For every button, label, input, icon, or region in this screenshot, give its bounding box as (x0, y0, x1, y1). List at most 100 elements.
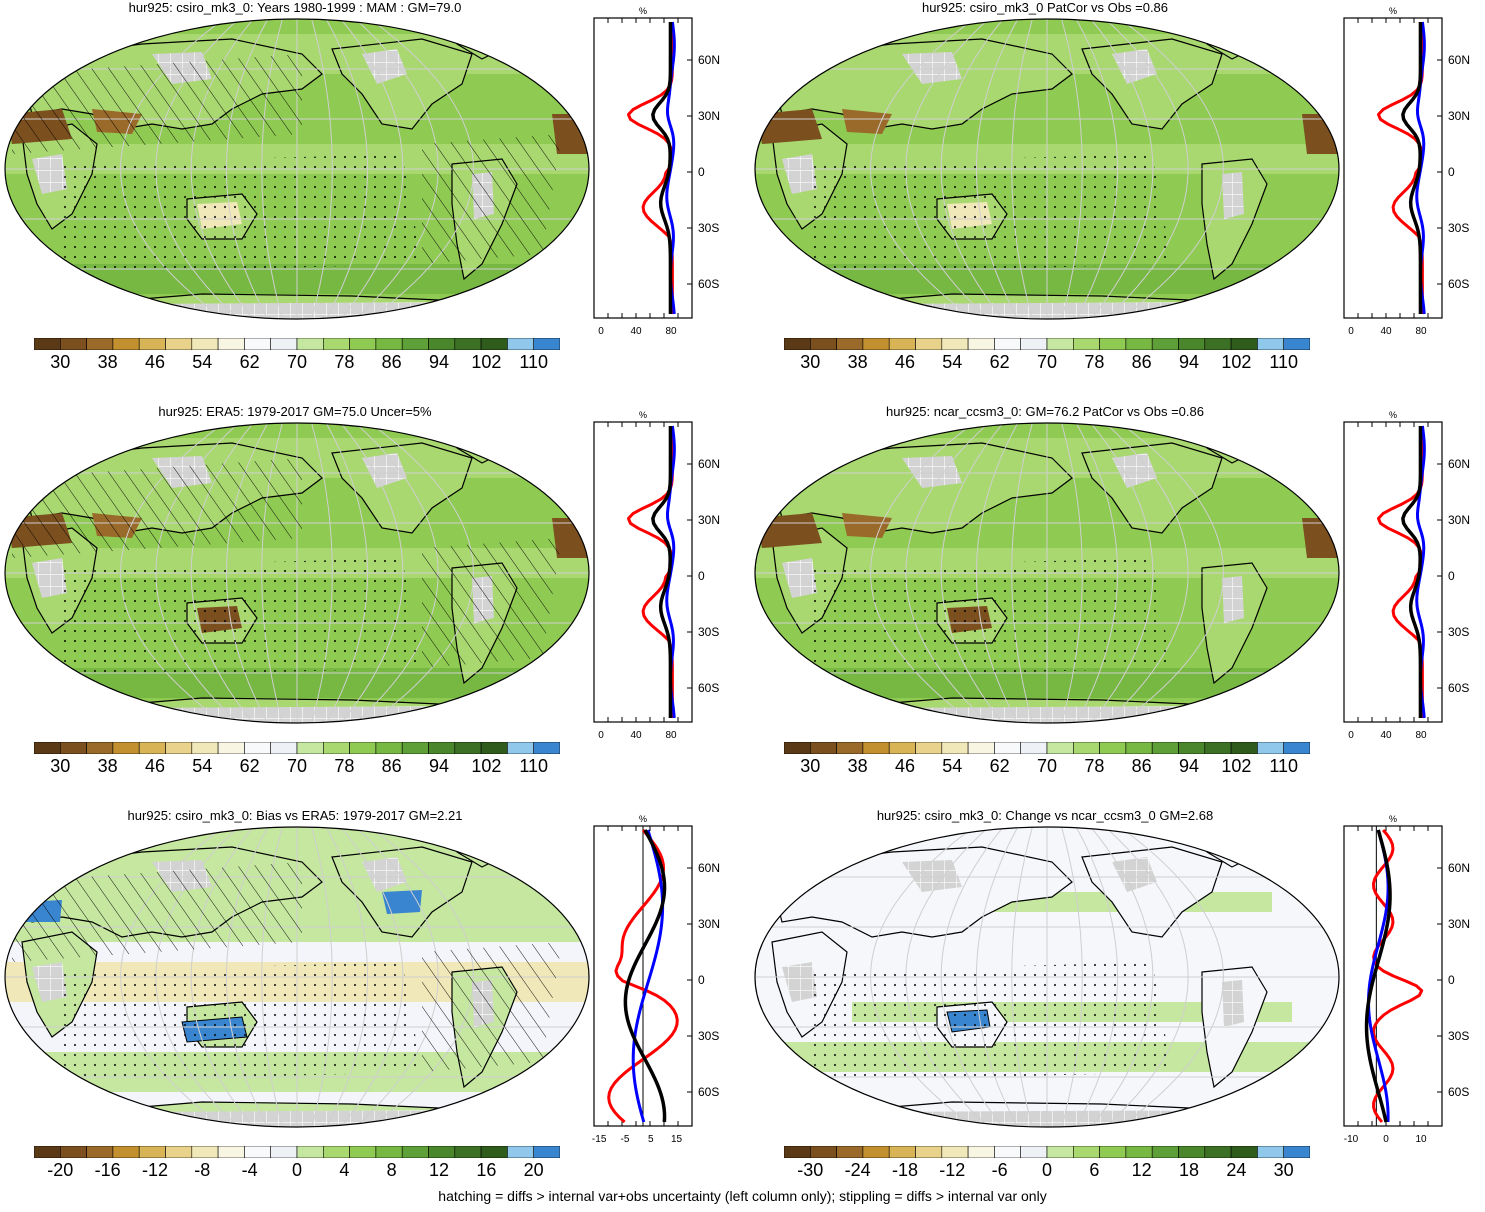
profile-lat-label: 0 (698, 973, 705, 987)
profile-line-model (1371, 829, 1424, 1123)
colorbar-label: 46 (894, 352, 915, 372)
colorbar-label: 62 (239, 352, 260, 372)
colorbar-label: -30 (797, 1160, 824, 1180)
colorbar-swatch (507, 742, 534, 754)
colorbar-label: 102 (1221, 756, 1252, 776)
colorbar-swatch (138, 1146, 166, 1158)
colorbar-swatch (217, 338, 245, 350)
colorbar-swatch (507, 338, 534, 350)
colorbar-swatch (244, 742, 271, 754)
profile-lat-label: 30N (698, 513, 720, 527)
colorbar-swatch (349, 1146, 377, 1158)
masked-land (362, 49, 407, 84)
masked-land (1222, 980, 1244, 1027)
map-boundary (4, 826, 590, 1128)
profile-lat-label: 30S (698, 221, 719, 235)
profile-lat-label: 30S (1448, 221, 1469, 235)
profile-unit: % (1389, 410, 1397, 420)
profile-line-mean (1364, 829, 1392, 1123)
colorbar-label: 24 (1226, 1160, 1247, 1180)
colorbar-swatch (1099, 338, 1127, 350)
colorbar-swatch (862, 338, 890, 350)
colorbar-swatch (217, 742, 245, 754)
masked-land (32, 154, 67, 194)
colorbar-swatch (1020, 742, 1048, 754)
colorbar-swatch (59, 742, 87, 754)
profile-xtick: 5 (648, 1134, 654, 1145)
colorbar-swatch (296, 1146, 324, 1158)
profile-lat-label: 30N (1448, 513, 1470, 527)
colorbar-swatch (1020, 338, 1048, 350)
colorbar-swatch (1072, 338, 1100, 350)
colorbar-swatch (270, 338, 298, 350)
colorbar-label: 70 (1036, 756, 1058, 776)
graticule-line (1105, 19, 1189, 319)
colorbar-swatch (994, 1146, 1021, 1158)
masked-land (902, 52, 962, 84)
colorbar-swatch (533, 338, 560, 350)
profile-lat-label: 60N (698, 457, 720, 471)
colorbar-swatch (1099, 742, 1127, 754)
profile-xtick: 0 (598, 730, 604, 741)
masked-land (362, 857, 407, 892)
colorbar-swatch (941, 1146, 969, 1158)
colorbar-swatch (428, 338, 456, 350)
colorbar-swatch (34, 1146, 61, 1158)
colorbar-label: 46 (894, 756, 915, 776)
colorbar-swatch (375, 338, 403, 350)
colorbar-swatch (1257, 338, 1284, 350)
colorbar-swatch (1072, 1146, 1100, 1158)
profile-line-mean (1401, 22, 1423, 314)
colorbar-swatch (138, 338, 166, 350)
colorbar-swatch (967, 1146, 995, 1158)
profile-xtick: 40 (1380, 326, 1392, 337)
profile-lat-label: 60N (1448, 53, 1470, 67)
colorbar-swatch (59, 338, 87, 350)
masked-land (1222, 172, 1244, 219)
colorbar-label: 94 (1179, 756, 1200, 776)
colorbar-swatch (809, 1146, 837, 1158)
colorbar-swatch (165, 1146, 193, 1158)
colorbar-swatch (1230, 742, 1258, 754)
profile-lat-label: 60N (1448, 861, 1470, 875)
colorbar-abs-4 (784, 742, 1310, 754)
colorbar-swatch (994, 742, 1021, 754)
colorbar-label: 38 (97, 756, 118, 776)
colorbar-swatch (784, 1146, 811, 1158)
colorbar-swatch (784, 742, 811, 754)
colorbar-swatch (401, 742, 429, 754)
colorbar-swatch (809, 742, 837, 754)
profile-line-obs (631, 829, 665, 1123)
colorbar-label: -4 (241, 1160, 258, 1180)
colorbar-label: 54 (192, 756, 213, 776)
colorbar-label: 54 (942, 756, 963, 776)
colorbar-swatch (836, 1146, 864, 1158)
masked-land (1222, 576, 1244, 623)
colorbar-label: 78 (1084, 756, 1105, 776)
colorbar-swatch (1283, 338, 1310, 350)
colorbar-label: 110 (519, 756, 549, 776)
colorbar-swatch (1046, 338, 1074, 350)
profile-lat-label: 30N (698, 109, 720, 123)
colorbar-label: -20 (47, 1160, 74, 1180)
colorbar-swatch (270, 1146, 298, 1158)
profile-lat-label: 30N (1448, 109, 1470, 123)
colorbar-swatch (191, 1146, 219, 1158)
colorbar-labels: -20 -16 -12 -8 -4 0 4 8 12 16 20 (34, 1160, 560, 1184)
colorbar-label: 102 (471, 756, 502, 776)
colorbar-swatch (1046, 742, 1074, 754)
colorbar-label: 30 (800, 756, 821, 776)
colorbar-swatch (1046, 1146, 1074, 1158)
colorbar-swatch (217, 1146, 245, 1158)
profile-xtick: 15 (671, 1134, 683, 1145)
colorbar-label: 94 (1179, 352, 1200, 372)
profile-xtick: 0 (1383, 1134, 1389, 1145)
profile-unit: % (639, 6, 647, 16)
colorbar-label: 110 (519, 352, 549, 372)
map-panel-1 (4, 18, 590, 320)
colorbar-labels: 30 38 46 54 62 70 78 86 94 102 110 (784, 352, 1310, 376)
profile-lat-label: 60S (1448, 681, 1469, 695)
colorbar-label: 78 (334, 756, 355, 776)
colorbar-swatch (941, 338, 969, 350)
profile-unit: % (1389, 814, 1397, 824)
